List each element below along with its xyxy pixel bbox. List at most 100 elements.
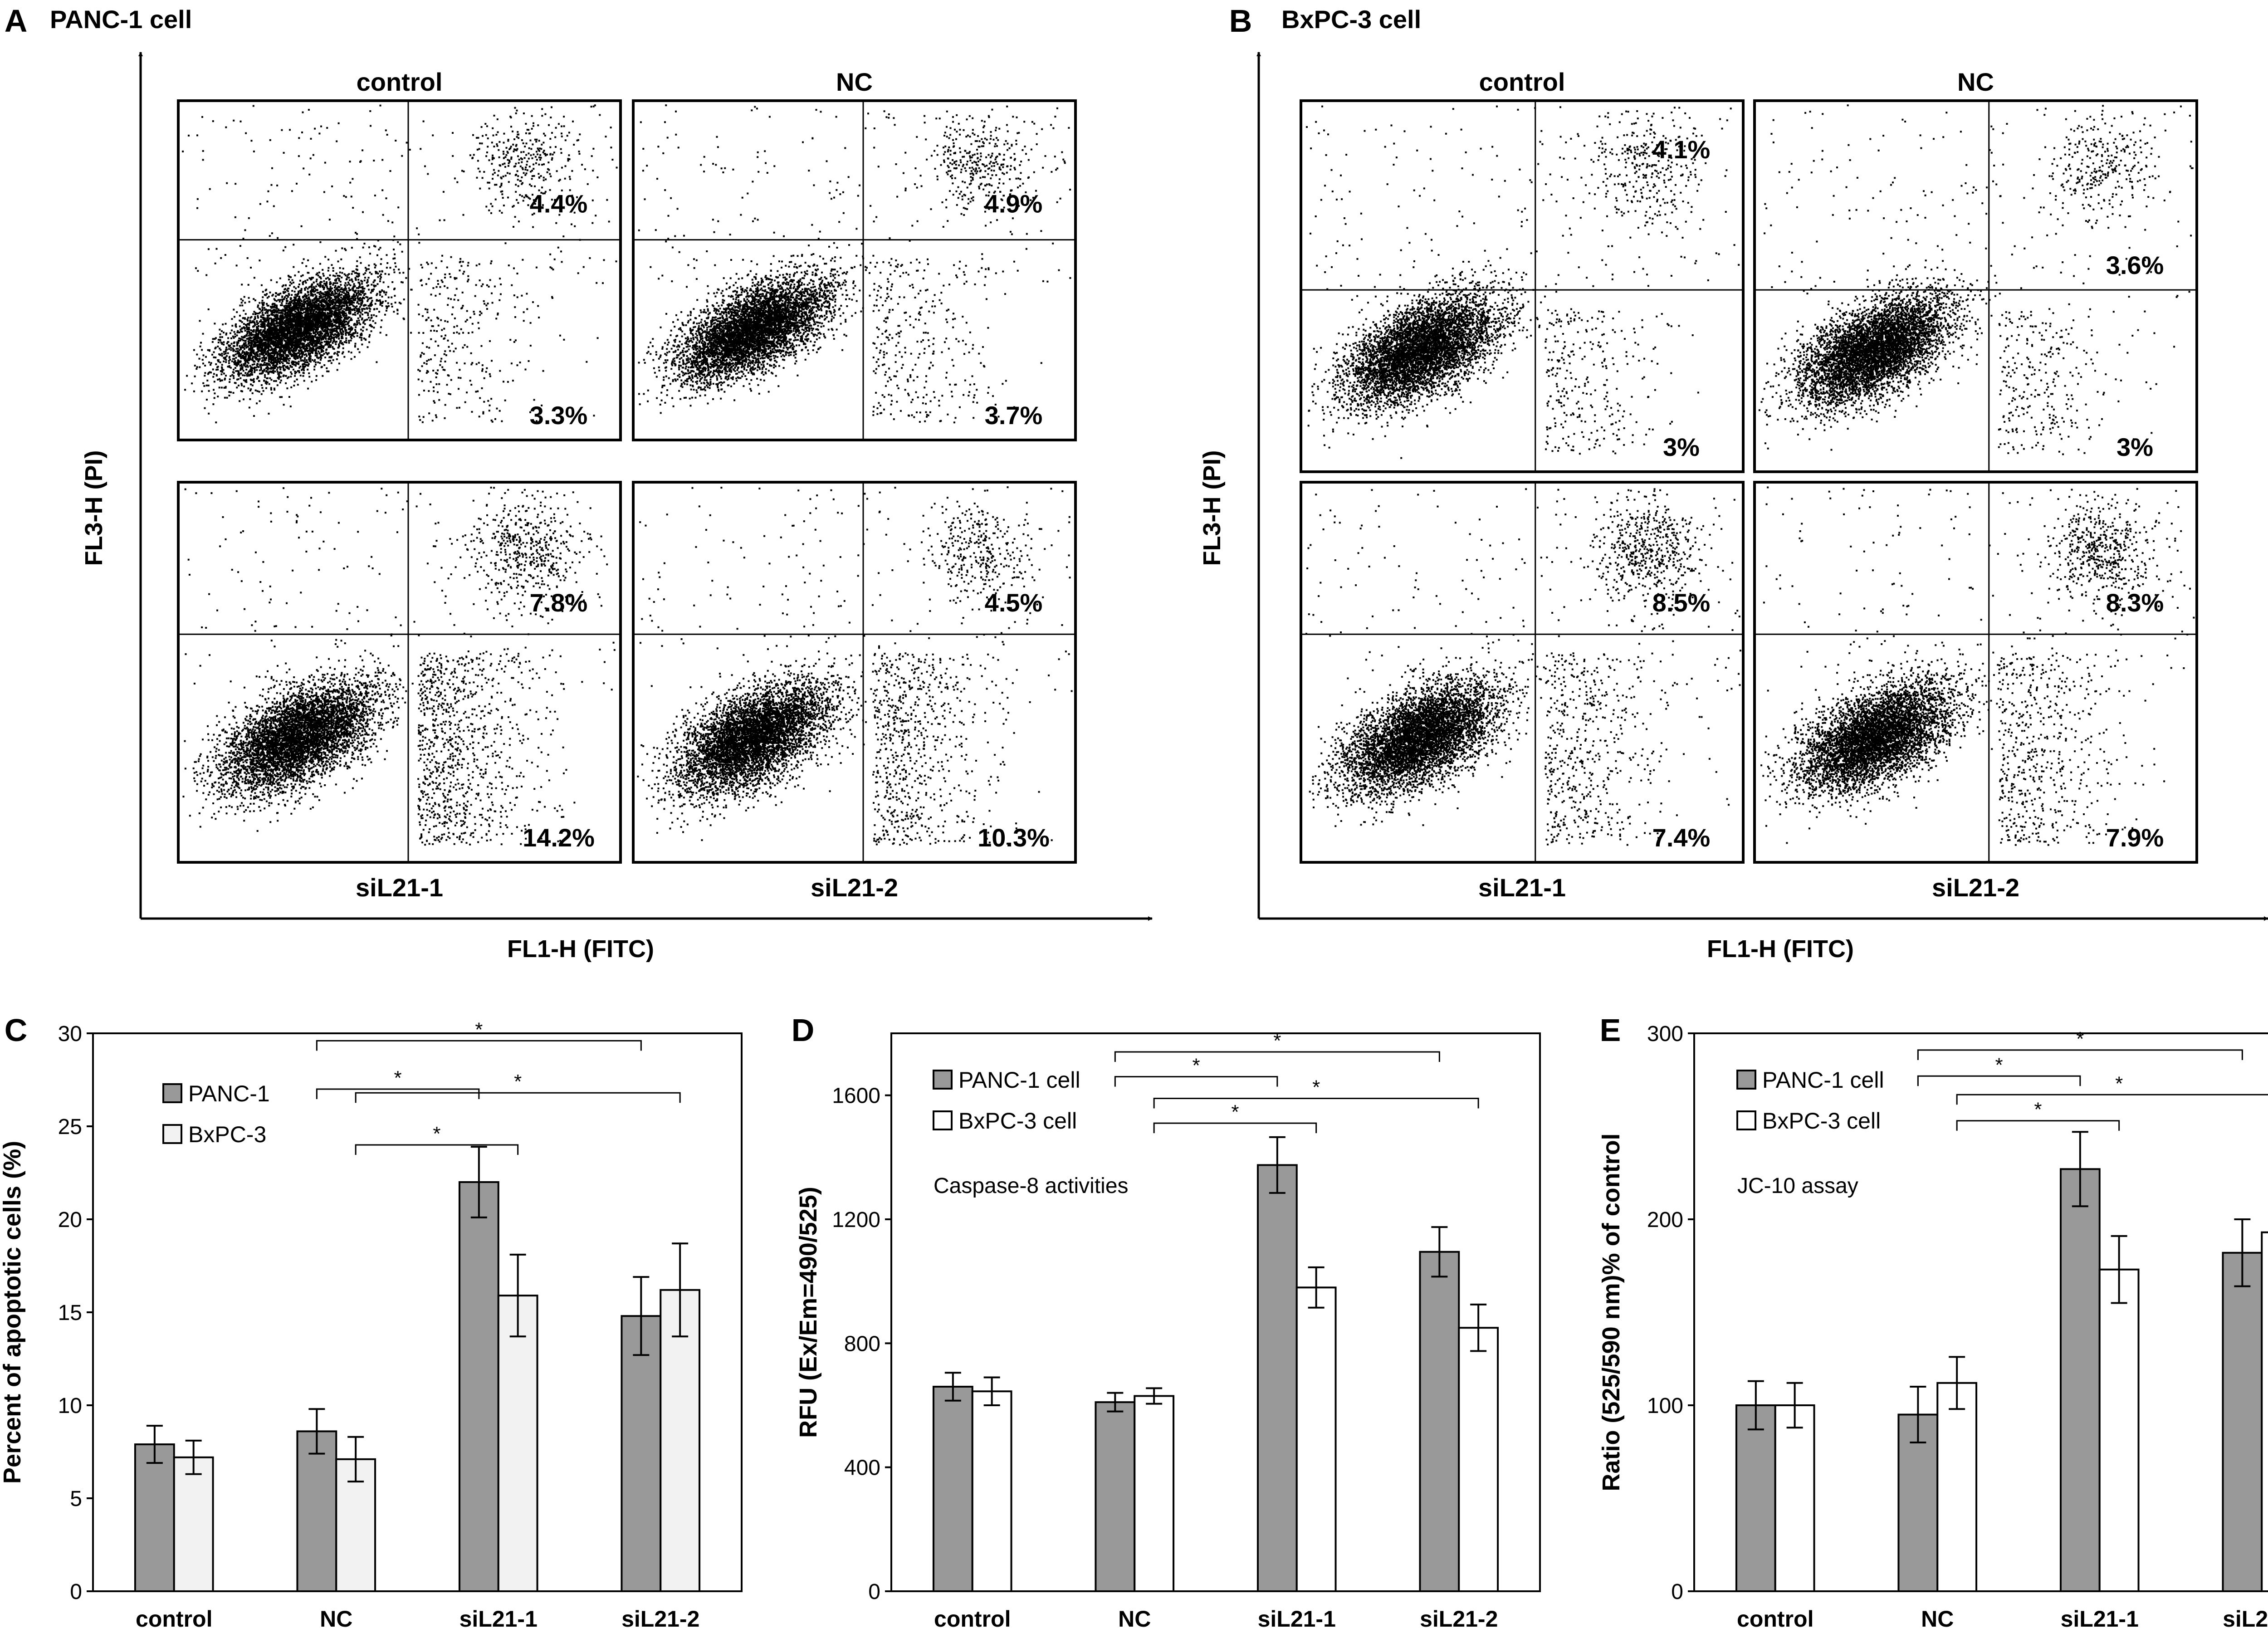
- significance-star: *: [475, 1018, 483, 1041]
- condition-label: siL21-1: [1478, 873, 1566, 902]
- bar-panc-1-cell-nc: [1095, 1401, 1136, 1593]
- flow-subplot-3: 7.8% 14.2% siL21-1: [177, 481, 622, 902]
- flow-subplot-2: 3.6% 3% NC: [1753, 68, 2198, 473]
- condition-label: siL21-1: [356, 873, 443, 902]
- significance-star: *: [394, 1067, 402, 1089]
- y-tick-label: 200: [1647, 1208, 1683, 1232]
- subplot-frame: [1753, 481, 2198, 864]
- legend-label-1: PANC-1 cell: [958, 1067, 1080, 1093]
- lower-right-percent: 7.4%: [1652, 823, 1711, 852]
- bar-bxpc-3-cell-sil21-2: [2261, 1231, 2268, 1592]
- bar-panc-1-cell-control: [932, 1386, 973, 1592]
- condition-label: NC: [836, 68, 873, 96]
- upper-right-percent: 4.4%: [530, 190, 588, 218]
- panel-letter: D: [792, 1012, 815, 1048]
- lower-right-percent: 3%: [1663, 433, 1700, 461]
- condition-label: siL21-2: [811, 873, 898, 902]
- bar-panc-1-cell-sil21-2: [2222, 1252, 2263, 1593]
- y-tick-label: 10: [58, 1394, 82, 1418]
- panel-e-jc10-bar-chart: E 0 100 200 300 control NC siL21-1 siL21-2 * * * * PA…: [1598, 1012, 2268, 1628]
- subplot-frame: [177, 481, 622, 864]
- flow-subplot-1: 4.4% 3.3% control: [177, 68, 622, 441]
- cell-title: PANC-1 cell: [50, 5, 192, 34]
- upper-right-percent: 3.6%: [2106, 251, 2164, 279]
- subplot-frame: [632, 481, 1077, 864]
- bar-panc-1-cell-sil21-1: [1256, 1164, 1298, 1593]
- event-dots: [1306, 105, 1740, 459]
- x-tick-label: control: [1737, 1606, 1813, 1628]
- bar-panc-1-cell-nc: [1897, 1413, 1939, 1592]
- cell-title: BxPC-3 cell: [1281, 5, 1421, 34]
- significance-bracket: [355, 1144, 519, 1155]
- flow-subplot-4: 4.5% 10.3% siL21-2: [632, 481, 1077, 902]
- panel-c-apoptosis-bar-chart: C 0 5 10 15 20 25 30 control NC siL21-1 siL21-2 * * * *…: [0, 1012, 743, 1628]
- lower-right-percent: 3%: [2116, 433, 2153, 461]
- y-tick-label: 30: [58, 1022, 82, 1046]
- upper-right-percent: 4.1%: [1652, 135, 1711, 164]
- event-dots: [1758, 104, 2194, 455]
- y-tick-label: 0: [1671, 1580, 1683, 1604]
- significance-bracket: [1153, 1098, 1479, 1109]
- legend-label-2: BxPC-3 cell: [1762, 1108, 1881, 1134]
- upper-right-percent: 7.8%: [530, 588, 588, 617]
- condition-label: control: [357, 68, 443, 96]
- significance-bracket: [1917, 1049, 2243, 1060]
- bar-panc-1-nc: [296, 1430, 337, 1592]
- significance-bracket: [1153, 1122, 1317, 1134]
- lower-right-percent: 7.9%: [2106, 823, 2164, 852]
- flow-subplot-1: 4.1% 3% control: [1300, 68, 1745, 473]
- significance-bracket: [355, 1092, 681, 1103]
- x-tick-label: siL21-1: [2061, 1606, 2139, 1628]
- significance-star: *: [2034, 1099, 2042, 1121]
- panel-letter: E: [1600, 1012, 1621, 1048]
- y-tick-label: 400: [844, 1456, 880, 1480]
- lower-right-percent: 3.3%: [530, 401, 588, 430]
- panel-letter: A: [5, 3, 28, 39]
- x-tick-label: NC: [1118, 1606, 1151, 1628]
- bar-panc-1-sil21-2: [621, 1315, 662, 1592]
- x-tick-label: siL21-1: [1258, 1606, 1336, 1628]
- upper-right-percent: 4.9%: [985, 190, 1043, 218]
- y-axis-label: FL3-H (PI): [80, 450, 108, 566]
- bar-bxpc-3-sil21-1: [497, 1295, 538, 1593]
- significance-bracket: [1114, 1076, 1278, 1087]
- flow-subplot-3: 8.5% 7.4% siL21-1: [1300, 481, 1745, 902]
- legend-swatch-1: [1736, 1070, 1756, 1090]
- y-axis-label: RFU (Ex/Em=490/525): [795, 1187, 822, 1438]
- assay-annotation: JC-10 assay: [1737, 1174, 1858, 1198]
- flow-subplot-2: 4.9% 3.7% NC: [632, 68, 1077, 441]
- bar-bxpc-3-cell-nc: [1936, 1382, 1978, 1593]
- y-tick-label: 1600: [832, 1084, 880, 1108]
- y-tick-label: 25: [58, 1115, 82, 1139]
- significance-star: *: [1273, 1030, 1281, 1052]
- bar-panc-1-cell-sil21-1: [2059, 1168, 2101, 1593]
- bar-bxpc-3-cell-nc: [1134, 1395, 1175, 1592]
- upper-right-percent: 4.5%: [985, 588, 1043, 617]
- panel-d-caspase-bar-chart: D 0 400 800 1200 1600 control NC siL21-1 siL21-2 *…: [792, 1012, 1541, 1628]
- y-tick-label: 0: [70, 1580, 82, 1604]
- bar-bxpc-3-cell-control: [1774, 1404, 1815, 1592]
- y-tick-label: 5: [70, 1487, 82, 1511]
- significance-star: *: [1231, 1101, 1239, 1123]
- x-tick-label: siL21-2: [2223, 1606, 2268, 1628]
- subplot-frame: [632, 99, 1077, 441]
- bar-bxpc-3-control: [173, 1456, 214, 1593]
- y-tick-label: 800: [844, 1332, 880, 1356]
- upper-right-percent: 8.3%: [2106, 588, 2164, 617]
- significance-bracket: [1956, 1120, 2120, 1131]
- y-axis-label: FL3-H (PI): [1198, 450, 1226, 566]
- legend-swatch-2: [162, 1124, 182, 1144]
- y-tick-label: 1200: [832, 1208, 880, 1232]
- event-dots: [182, 486, 616, 846]
- bar-panc-1-cell-control: [1735, 1404, 1776, 1592]
- subplot-frame: [1753, 99, 2198, 473]
- bar-bxpc-3-cell-sil21-1: [2098, 1268, 2140, 1592]
- panel-letter: B: [1229, 3, 1252, 39]
- panel-a-flow-cytometry: A PANC-1 cell FL3-H (PI) FL1-H (FITC) 4.4% 3.…: [5, 3, 1153, 963]
- bar-bxpc-3-cell-sil21-1: [1295, 1286, 1337, 1592]
- bar-panc-1-sil21-1: [458, 1181, 499, 1592]
- legend-swatch-1: [162, 1083, 182, 1103]
- legend-label-2: BxPC-3 cell: [958, 1108, 1077, 1134]
- y-axis-label: Ratio (525/590 nm)% of control: [1598, 1133, 1625, 1491]
